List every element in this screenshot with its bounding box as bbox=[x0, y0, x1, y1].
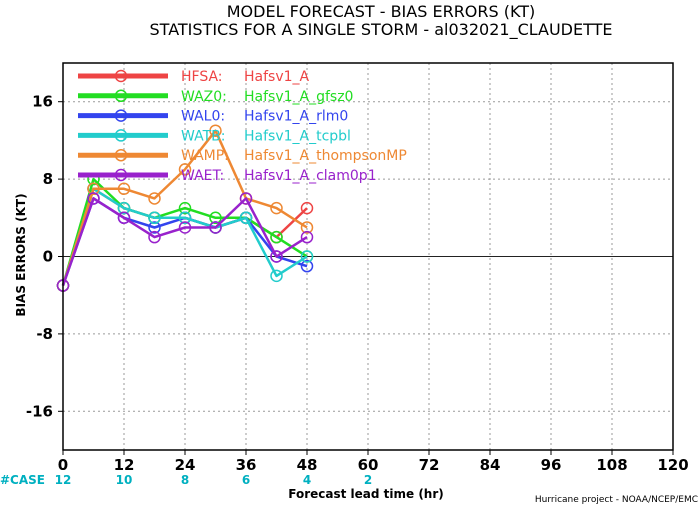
x-tick-label: 48 bbox=[297, 456, 318, 474]
data-point bbox=[270, 250, 283, 263]
legend-entry: WAET: Hafsv1_A_clam0p1 bbox=[78, 168, 377, 184]
credit-text: Hurricane project - NOAA/NCEP/EMC bbox=[535, 495, 698, 505]
case-count: 2 bbox=[364, 473, 372, 487]
x-tick-label: 72 bbox=[419, 456, 440, 474]
data-point bbox=[87, 182, 100, 196]
legend-label: WAMP: bbox=[181, 148, 229, 164]
y-axis-label: BIAS ERRORS (KT) bbox=[14, 193, 28, 316]
legend-description: Hafsv1_A bbox=[244, 69, 310, 85]
y-tick-label: 16 bbox=[32, 93, 53, 111]
x-tick-label: 84 bbox=[480, 456, 501, 474]
x-tick-label: 0 bbox=[58, 456, 68, 474]
data-point bbox=[300, 250, 314, 263]
data-point bbox=[117, 182, 131, 196]
y-tick-label: 8 bbox=[43, 170, 53, 188]
case-count: 8 bbox=[181, 473, 189, 487]
x-tick-label: 120 bbox=[657, 456, 688, 474]
data-point bbox=[178, 221, 192, 234]
legend-entry: HFSA: Hafsv1_A bbox=[78, 69, 310, 85]
chart-subtitle: STATISTICS FOR A SINGLE STORM - al032021… bbox=[150, 20, 613, 40]
chart-title: MODEL FORECAST - BIAS ERRORS (KT) bbox=[227, 2, 536, 21]
data-point bbox=[178, 163, 192, 176]
x-tick-label: 60 bbox=[358, 456, 379, 474]
legend-description: Hafsv1_A_tcpbl bbox=[244, 128, 351, 144]
data-point bbox=[300, 259, 314, 273]
data-point bbox=[117, 211, 131, 225]
data-point bbox=[148, 211, 161, 225]
legend-label: HFSA: bbox=[181, 69, 223, 85]
data-point bbox=[87, 192, 100, 205]
series-line bbox=[61, 197, 308, 286]
case-count: 12 bbox=[55, 473, 72, 487]
data-point bbox=[209, 124, 222, 137]
data-point bbox=[270, 201, 283, 215]
x-tick-label: 96 bbox=[541, 456, 562, 474]
data-point bbox=[300, 221, 314, 234]
data-point bbox=[300, 230, 314, 244]
legend-swatch-marker bbox=[114, 168, 128, 182]
legend-description: Hafsv1_A_gfsz0 bbox=[244, 89, 353, 105]
legend-entry: WATB: Hafsv1_A_tcpbl bbox=[78, 128, 351, 144]
data-point bbox=[270, 230, 283, 244]
legend-description: Hafsv1_A_rlm0 bbox=[244, 109, 348, 125]
x-tick-label: 12 bbox=[114, 456, 135, 474]
legend-swatch-marker bbox=[114, 109, 128, 122]
y-tick-label: 0 bbox=[43, 248, 53, 266]
legend-description: Hafsv1_A_thompsonMP bbox=[244, 148, 407, 164]
y-tick-label: -8 bbox=[36, 325, 53, 343]
series-wamp bbox=[56, 124, 314, 292]
data-point bbox=[148, 192, 161, 205]
y-tick-labels: 16 8 0 -8 -16 bbox=[26, 93, 63, 420]
y-tick-label: -16 bbox=[26, 402, 53, 420]
legend-swatch-marker bbox=[114, 148, 128, 162]
data-point bbox=[270, 269, 283, 283]
series-line bbox=[61, 197, 308, 286]
data-point bbox=[300, 201, 314, 215]
legend-entry: WAMP: Hafsv1_A_thompsonMP bbox=[78, 148, 407, 164]
case-counts: #CASE 12 10 8 6 4 2 bbox=[0, 473, 372, 487]
legend-label: WAL0: bbox=[181, 109, 225, 125]
x-axis-label: Forecast lead time (hr) bbox=[288, 487, 444, 501]
data-point bbox=[148, 221, 161, 234]
grid-lines bbox=[63, 63, 673, 450]
data-point bbox=[178, 211, 192, 225]
series-line bbox=[61, 187, 308, 286]
legend-swatch-marker bbox=[114, 69, 128, 83]
x-tick-label: 108 bbox=[596, 456, 627, 474]
legend-label: WATB: bbox=[181, 128, 225, 144]
case-label: #CASE bbox=[0, 473, 45, 487]
legend-swatch-marker bbox=[114, 89, 128, 103]
legend-entry: WAL0: Hafsv1_A_rlm0 bbox=[78, 109, 348, 125]
legend: HFSA: Hafsv1_A WAZ0: Hafsv1_A_gfsz0 WAL0: Haf… bbox=[78, 69, 407, 184]
series-line bbox=[61, 129, 308, 286]
data-point bbox=[117, 201, 131, 215]
plot-frame bbox=[62, 62, 674, 451]
legend-swatch-marker bbox=[114, 129, 128, 142]
case-count: 4 bbox=[303, 473, 311, 487]
x-tick-label: 24 bbox=[175, 456, 196, 474]
x-tick-labels: 0 12 24 36 48 60 72 84 96 108 120 bbox=[58, 450, 689, 474]
case-count: 6 bbox=[242, 473, 250, 487]
data-point bbox=[148, 230, 161, 244]
legend-description: Hafsv1_A_clam0p1 bbox=[244, 168, 377, 184]
data-point bbox=[209, 211, 222, 225]
legend-entry: WAZ0: Hafsv1_A_gfsz0 bbox=[78, 89, 353, 105]
data-point bbox=[239, 192, 253, 205]
data-point bbox=[239, 211, 253, 225]
x-tick-label: 36 bbox=[236, 456, 257, 474]
legend-label: WAET: bbox=[181, 168, 224, 184]
series-waet bbox=[56, 192, 314, 292]
legend-label: WAZ0: bbox=[181, 89, 227, 105]
series-lines bbox=[56, 124, 314, 292]
case-count: 10 bbox=[116, 473, 133, 487]
data-point bbox=[209, 221, 222, 234]
data-point bbox=[178, 201, 192, 215]
